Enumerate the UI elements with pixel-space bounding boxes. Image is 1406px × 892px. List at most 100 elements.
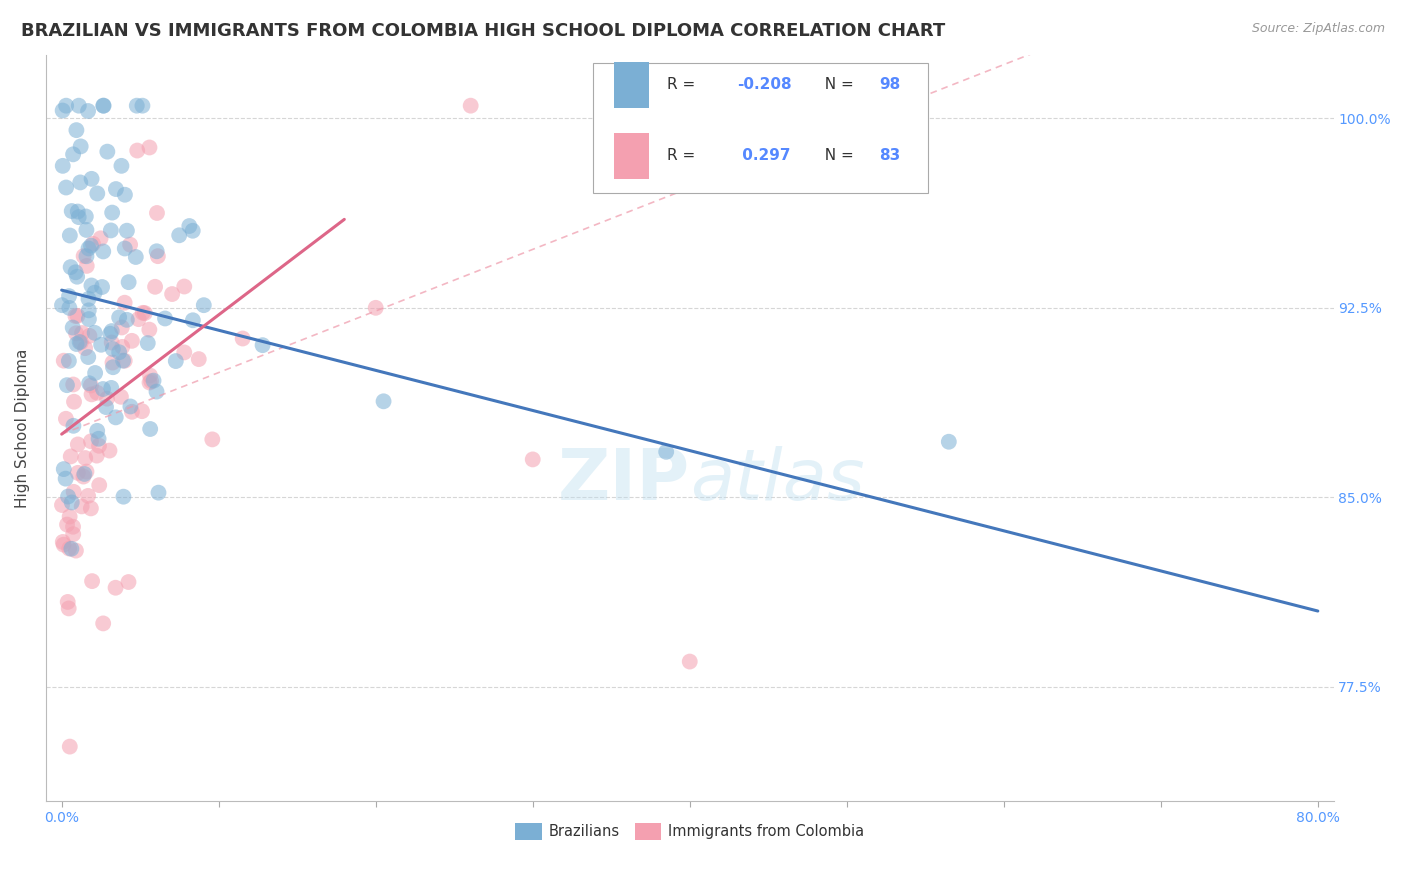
Point: [132, 306, 155, 320]
Point: [187, 352, 209, 367]
Point: [69, 176, 91, 190]
Point: [70, 326, 93, 340]
Point: [201, 433, 224, 447]
Point: [77, 350, 100, 364]
Point: [110, 159, 132, 173]
Point: [65, 309, 87, 323]
Text: ZIP: ZIP: [558, 445, 690, 515]
Point: [55, 411, 77, 425]
Point: [114, 353, 136, 368]
Point: [79, 328, 101, 343]
Point: [75, 451, 97, 466]
Point: [80, 574, 103, 588]
Point: [66, 204, 89, 219]
Point: [56, 378, 79, 392]
Point: [101, 342, 124, 356]
Point: [67, 98, 90, 112]
Point: [134, 306, 156, 320]
Point: [72, 249, 94, 263]
Point: [84, 366, 107, 380]
Point: [62, 484, 84, 499]
Point: [69, 334, 91, 349]
Point: [80, 171, 103, 186]
Text: N =: N =: [814, 78, 858, 93]
Point: [69, 139, 91, 153]
Point: [65, 326, 87, 341]
Point: [56, 595, 79, 609]
Point: [115, 224, 138, 238]
FancyBboxPatch shape: [593, 62, 928, 193]
Point: [93, 98, 115, 112]
Point: [90, 231, 112, 245]
Point: [110, 390, 132, 404]
Point: [60, 204, 83, 219]
Text: 83: 83: [879, 148, 900, 163]
Point: [121, 405, 143, 419]
Point: [87, 432, 110, 446]
Point: [77, 376, 100, 391]
Point: [114, 242, 136, 256]
Text: Source: ZipAtlas.com: Source: ZipAtlas.com: [1251, 22, 1385, 36]
Text: R =: R =: [666, 78, 700, 93]
Point: [108, 310, 131, 325]
Text: BRAZILIAN VS IMMIGRANTS FROM COLOMBIA HIGH SCHOOL DIPLOMA CORRELATION CHART: BRAZILIAN VS IMMIGRANTS FROM COLOMBIA HI…: [21, 22, 945, 40]
Point: [146, 249, 169, 263]
Point: [112, 353, 135, 368]
Point: [65, 543, 87, 558]
Point: [63, 394, 86, 409]
Point: [100, 223, 122, 237]
Point: [66, 269, 89, 284]
Point: [153, 311, 176, 326]
Point: [115, 313, 138, 327]
Point: [111, 340, 134, 354]
Point: [117, 574, 139, 589]
Point: [938, 434, 960, 449]
Point: [83, 326, 105, 340]
Point: [76, 259, 98, 273]
Point: [89, 478, 111, 492]
Point: [100, 335, 122, 350]
Point: [62, 320, 84, 334]
Point: [143, 280, 166, 294]
Point: [100, 324, 122, 338]
Point: [128, 312, 150, 326]
Point: [58, 354, 80, 368]
Point: [72, 469, 94, 483]
Point: [98, 443, 121, 458]
Point: [80, 378, 103, 392]
Point: [66, 437, 89, 451]
Point: [94, 400, 117, 414]
Point: [70, 335, 93, 350]
FancyBboxPatch shape: [614, 133, 648, 179]
Point: [373, 394, 395, 409]
Point: [90, 337, 112, 351]
Point: [58, 301, 80, 315]
Text: 0.297: 0.297: [737, 148, 792, 163]
Point: [91, 244, 114, 259]
Point: [181, 224, 204, 238]
Point: [127, 144, 149, 158]
Point: [60, 495, 83, 509]
Point: [59, 228, 82, 243]
Point: [173, 279, 195, 293]
Point: [98, 326, 121, 341]
Point: [173, 345, 195, 359]
Point: [66, 309, 89, 323]
Point: [139, 368, 162, 383]
Point: [193, 298, 215, 312]
Point: [75, 341, 97, 355]
Point: [75, 249, 97, 263]
Point: [62, 147, 84, 161]
Point: [86, 424, 108, 438]
Point: [52, 103, 75, 118]
Point: [138, 323, 160, 337]
Point: [460, 98, 482, 112]
Text: -0.208: -0.208: [737, 78, 792, 93]
Point: [60, 541, 83, 556]
Point: [58, 541, 80, 556]
Point: [138, 140, 160, 154]
Point: [121, 334, 143, 348]
Point: [655, 445, 678, 459]
Point: [181, 313, 204, 327]
Point: [160, 287, 183, 301]
